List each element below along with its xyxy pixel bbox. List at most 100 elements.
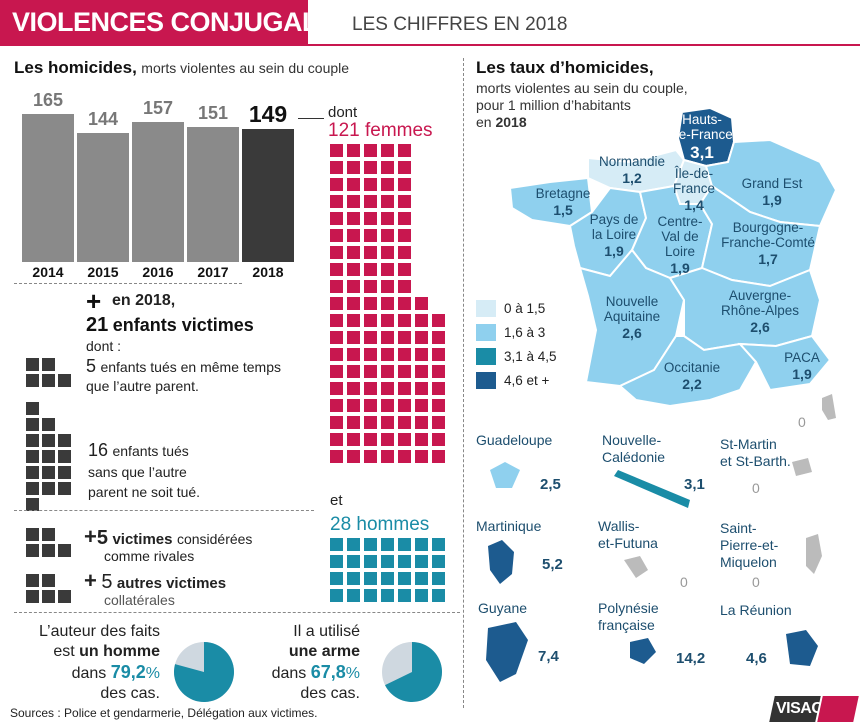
region-value-4: 1,5 bbox=[553, 202, 573, 218]
femme-square bbox=[364, 144, 377, 157]
region-value-2: 1,4 bbox=[684, 197, 704, 213]
region-value-7: 1,7 bbox=[758, 251, 778, 267]
region-label-8: Nouvelle Aquitaine bbox=[603, 294, 661, 324]
auteur-pie bbox=[174, 642, 234, 702]
femme-square bbox=[398, 433, 411, 446]
femme-square bbox=[330, 365, 343, 378]
logo-accent bbox=[817, 696, 859, 722]
bar-value-2014: 165 bbox=[32, 90, 64, 111]
region-value-6: 1,9 bbox=[670, 260, 690, 276]
bar-value-2018: 149 bbox=[248, 100, 288, 127]
hommes-grid-square bbox=[347, 538, 360, 551]
femme-square bbox=[381, 382, 394, 395]
femme-square bbox=[347, 280, 360, 293]
femme-square bbox=[381, 195, 394, 208]
kid-square bbox=[42, 374, 55, 387]
femme-square bbox=[347, 246, 360, 259]
hommes-grid-square bbox=[398, 572, 411, 585]
femme-square bbox=[347, 416, 360, 429]
kid-square bbox=[26, 418, 39, 431]
sources-text: Sources : Police et gendarmerie, Délégat… bbox=[10, 706, 318, 720]
femme-square bbox=[398, 314, 411, 327]
rivales-text-b: comme rivales bbox=[104, 548, 195, 564]
hommes-grid-square bbox=[381, 589, 394, 602]
bar-2018 bbox=[242, 128, 294, 262]
femme-square bbox=[381, 246, 394, 259]
femme-square bbox=[347, 399, 360, 412]
region-value-11: 1,9 bbox=[792, 366, 812, 382]
femme-square bbox=[381, 416, 394, 429]
auteur-block: L’auteur des faits est un homme dans 79,… bbox=[10, 622, 160, 704]
collat-count: 5 bbox=[101, 571, 113, 593]
group2-line1: 16 enfants tués bbox=[88, 440, 189, 461]
femme-square bbox=[432, 433, 445, 446]
outremer-value-0: 2,5 bbox=[540, 476, 561, 493]
bar-2016 bbox=[132, 121, 184, 262]
kid-square bbox=[26, 434, 39, 447]
femme-square bbox=[381, 399, 394, 412]
rival-square bbox=[26, 544, 39, 557]
bar-2014 bbox=[22, 114, 74, 262]
femme-square bbox=[415, 382, 428, 395]
femme-square bbox=[364, 433, 377, 446]
region-value-0: 3,1 bbox=[690, 143, 714, 162]
femme-square bbox=[364, 331, 377, 344]
hommes-grid-square bbox=[330, 555, 343, 568]
auteur-pct: 79,2 bbox=[110, 662, 146, 682]
hommes-grid-square bbox=[415, 555, 428, 568]
femme-square bbox=[330, 433, 343, 446]
enfants-headline: 21 enfants victimes bbox=[86, 314, 254, 337]
femme-square bbox=[364, 246, 377, 259]
femme-square bbox=[347, 382, 360, 395]
hommes-grid-square bbox=[364, 538, 377, 551]
rival-square bbox=[42, 528, 55, 541]
rival-square bbox=[58, 544, 71, 557]
femme-square bbox=[398, 365, 411, 378]
enfants-intro: en 2018, bbox=[112, 292, 176, 309]
femme-square bbox=[364, 229, 377, 242]
hommes-grid-square bbox=[347, 589, 360, 602]
legend-swatch-0 bbox=[476, 300, 496, 317]
rivales-bold: victimes bbox=[112, 531, 173, 548]
hommes-grid-square bbox=[398, 589, 411, 602]
legend-label-3: 4,6 et + bbox=[504, 373, 550, 388]
femme-square bbox=[330, 212, 343, 225]
region-label-9: Auvergne- Rhône-Alpes bbox=[720, 288, 800, 318]
femme-square bbox=[398, 246, 411, 259]
hommes-grid-square bbox=[432, 589, 445, 602]
femme-square bbox=[364, 348, 377, 361]
region-label-11: PACA bbox=[784, 350, 820, 365]
outremer-value-7: 14,2 bbox=[676, 650, 706, 667]
hommes-grid-square bbox=[398, 555, 411, 568]
femme-square bbox=[398, 297, 411, 310]
femme-square bbox=[432, 382, 445, 395]
femme-square bbox=[381, 212, 394, 225]
kid-square bbox=[58, 482, 71, 495]
femme-square bbox=[398, 399, 411, 412]
region-value-1: 1,2 bbox=[622, 170, 642, 186]
region-label-5: Pays de la Loire bbox=[589, 212, 639, 242]
femme-square bbox=[364, 178, 377, 191]
legend-swatch-2 bbox=[476, 348, 496, 365]
femme-square bbox=[398, 161, 411, 174]
femme-square bbox=[381, 280, 394, 293]
femme-square bbox=[398, 382, 411, 395]
arme-line1: Il a utilisé bbox=[293, 623, 360, 640]
france-map bbox=[508, 106, 838, 420]
bar-year-2017: 2017 bbox=[197, 264, 229, 280]
map-sub3: en 2018 bbox=[476, 114, 688, 131]
outremer-shape-0 bbox=[490, 462, 520, 488]
femme-square bbox=[330, 178, 343, 191]
region-label-1: Normandie bbox=[598, 154, 666, 169]
hommes-grid-square bbox=[415, 538, 428, 551]
femme-square bbox=[381, 433, 394, 446]
kid-square bbox=[42, 434, 55, 447]
hommes-grid-square bbox=[432, 555, 445, 568]
outremer-value-6: 7,4 bbox=[538, 648, 559, 665]
femme-square bbox=[347, 178, 360, 191]
region-label-0: Hauts-de-France bbox=[671, 112, 733, 142]
femme-square bbox=[364, 399, 377, 412]
femme-square bbox=[330, 229, 343, 242]
outremer-shape-3 bbox=[488, 540, 514, 584]
hommes-grid-square bbox=[432, 572, 445, 585]
